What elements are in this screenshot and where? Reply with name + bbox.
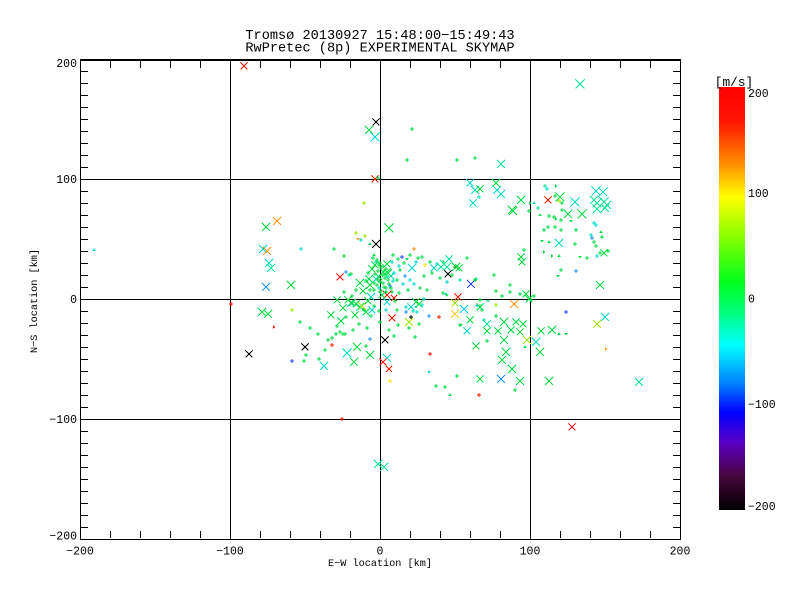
- svg-text:100: 100: [56, 174, 77, 187]
- svg-text:−100: −100: [216, 546, 244, 559]
- svg-text:−100: −100: [748, 399, 776, 412]
- svg-text:−200: −200: [66, 546, 94, 559]
- svg-text:E−W location [km]: E−W location [km]: [328, 558, 432, 570]
- svg-text:N−S location [km]: N−S location [km]: [29, 249, 41, 353]
- svg-text:−200: −200: [748, 501, 776, 514]
- svg-text:200: 200: [748, 88, 769, 101]
- svg-text:[m/s]: [m/s]: [715, 75, 753, 90]
- svg-text:−100: −100: [49, 414, 77, 427]
- svg-text:200: 200: [670, 546, 691, 559]
- svg-text:100: 100: [520, 546, 541, 559]
- svg-text:200: 200: [56, 58, 77, 71]
- svg-text:0: 0: [377, 546, 384, 559]
- svg-text:−200: −200: [49, 531, 77, 544]
- svg-text:0: 0: [70, 294, 77, 307]
- svg-text:Tromsø 20130927 15:48:00−15:49: Tromsø 20130927 15:48:00−15:49:43: [245, 29, 514, 44]
- svg-text:100: 100: [748, 188, 769, 201]
- svg-text:0: 0: [748, 294, 755, 307]
- svg-text:RwPretec (8p) EXPERIMENTAL SKY: RwPretec (8p) EXPERIMENTAL SKYMAP: [245, 42, 514, 57]
